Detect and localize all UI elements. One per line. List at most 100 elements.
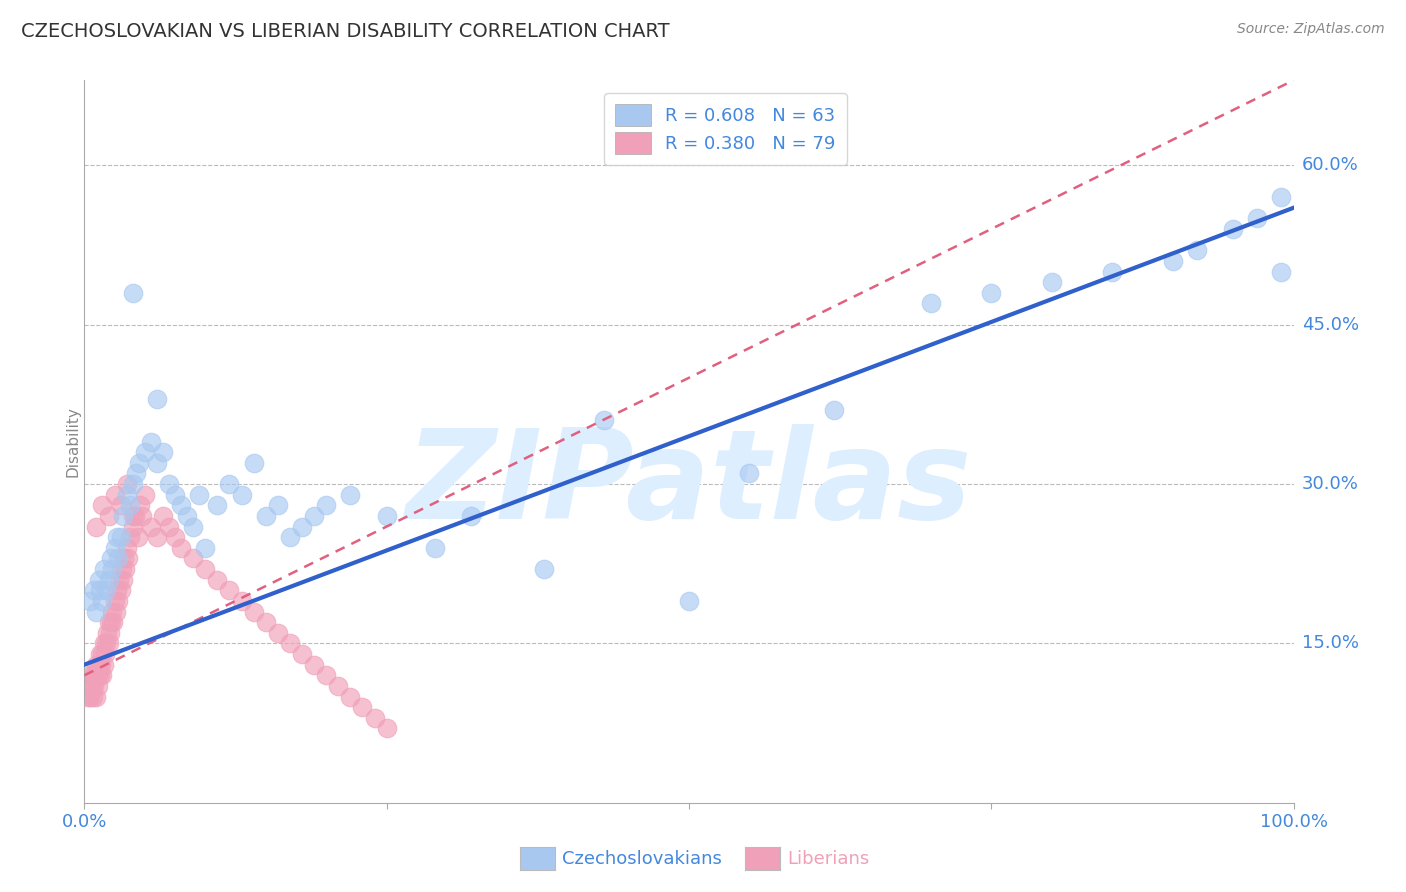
Point <box>87 657 110 672</box>
Point <box>375 508 398 523</box>
Point <box>302 508 325 523</box>
Point <box>97 508 120 523</box>
Point <box>460 508 482 523</box>
Point <box>97 615 120 630</box>
Point <box>80 679 103 693</box>
Point <box>242 456 264 470</box>
Point <box>242 605 264 619</box>
Point <box>121 285 143 300</box>
Point <box>129 498 152 512</box>
Point <box>93 636 115 650</box>
Point <box>188 488 211 502</box>
Point <box>86 668 108 682</box>
Point <box>302 657 325 672</box>
Point <box>124 508 146 523</box>
Point <box>165 488 187 502</box>
Point <box>120 498 142 512</box>
Point <box>104 488 127 502</box>
Point <box>83 679 105 693</box>
Point <box>823 402 845 417</box>
Point <box>100 615 122 630</box>
Point <box>134 488 156 502</box>
Point <box>139 519 162 533</box>
Point <box>267 625 290 640</box>
Text: Czechoslovakians: Czechoslovakians <box>562 849 723 868</box>
Point <box>77 690 100 704</box>
Point <box>278 530 301 544</box>
Point <box>291 519 314 533</box>
Point <box>94 647 117 661</box>
Point <box>339 488 361 502</box>
Point <box>125 467 148 481</box>
Point <box>79 690 101 704</box>
Point <box>1222 222 1244 236</box>
Point <box>86 605 108 619</box>
Point <box>291 647 314 661</box>
Point <box>170 541 193 555</box>
Y-axis label: Disability: Disability <box>66 406 80 477</box>
Point <box>89 668 111 682</box>
Point <box>86 519 108 533</box>
Point <box>104 605 127 619</box>
Point <box>170 498 193 512</box>
Point <box>678 594 700 608</box>
Point <box>97 636 120 650</box>
Point <box>352 700 374 714</box>
Point <box>152 508 174 523</box>
Point <box>115 477 138 491</box>
Point <box>1270 190 1292 204</box>
Point <box>315 668 337 682</box>
Point <box>98 625 121 640</box>
Point <box>278 636 301 650</box>
Point <box>152 445 174 459</box>
Point <box>104 541 127 555</box>
Point <box>315 498 337 512</box>
Point <box>86 679 108 693</box>
Point <box>328 679 350 693</box>
Point <box>593 413 616 427</box>
Point <box>1270 264 1292 278</box>
Point <box>101 562 124 576</box>
Point <box>375 722 398 736</box>
Point <box>181 551 204 566</box>
Point <box>90 657 112 672</box>
Point <box>131 508 153 523</box>
Point <box>231 594 253 608</box>
Legend: R = 0.608   N = 63, R = 0.380   N = 79: R = 0.608 N = 63, R = 0.380 N = 79 <box>605 93 846 165</box>
Point <box>83 583 105 598</box>
Point <box>121 508 143 523</box>
Point <box>1040 275 1063 289</box>
Point <box>112 573 135 587</box>
Point <box>107 594 129 608</box>
Point <box>157 477 180 491</box>
Point <box>207 573 229 587</box>
Point <box>128 456 150 470</box>
Point <box>77 679 100 693</box>
Point <box>115 488 138 502</box>
Point <box>91 498 114 512</box>
Point <box>79 594 101 608</box>
Point <box>86 657 108 672</box>
Point <box>1101 264 1123 278</box>
Point <box>91 647 114 661</box>
Point <box>93 657 115 672</box>
Point <box>231 488 253 502</box>
Point <box>1185 244 1208 258</box>
Point <box>120 530 142 544</box>
Point <box>146 456 169 470</box>
Point <box>114 562 136 576</box>
Point <box>107 551 129 566</box>
Point <box>87 573 110 587</box>
Text: CZECHOSLOVAKIAN VS LIBERIAN DISABILITY CORRELATION CHART: CZECHOSLOVAKIAN VS LIBERIAN DISABILITY C… <box>21 22 669 41</box>
Point <box>82 668 104 682</box>
Point <box>79 668 101 682</box>
Text: Liberians: Liberians <box>787 849 869 868</box>
Point <box>134 445 156 459</box>
Point <box>105 530 128 544</box>
Point <box>108 573 131 587</box>
Point <box>363 711 385 725</box>
Text: 60.0%: 60.0% <box>1302 156 1358 174</box>
Point <box>105 583 128 598</box>
Text: ZIPatlas: ZIPatlas <box>406 425 972 545</box>
Point <box>157 519 180 533</box>
